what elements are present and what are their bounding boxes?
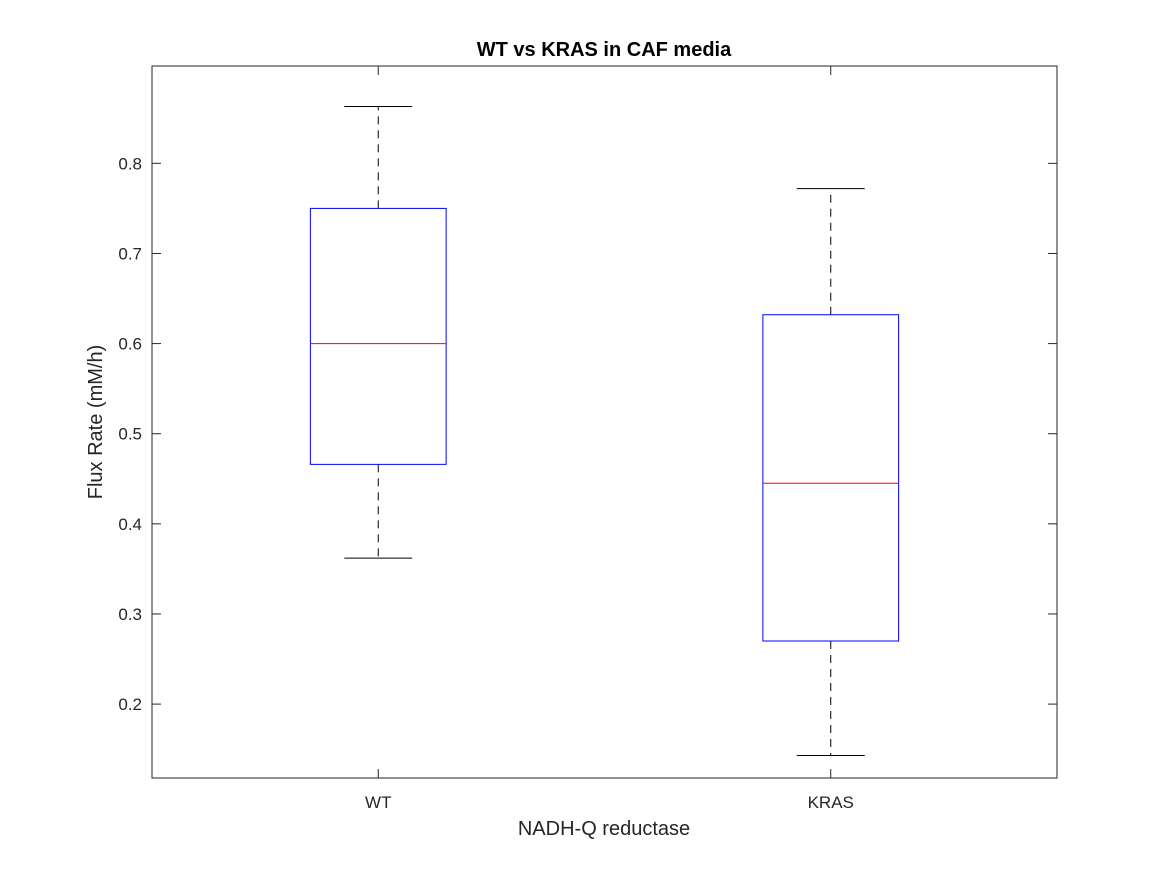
box-wt xyxy=(309,106,447,559)
iqr-box xyxy=(309,207,447,465)
x-tick-label: WT xyxy=(365,793,391,812)
y-axis-ticks: 0.2 0.3 0.4 0.5 0.6 0.7 0.8 xyxy=(118,154,1057,714)
x-tick-label: KRAS xyxy=(808,793,854,812)
y-tick-label: 0.6 xyxy=(118,335,142,354)
y-tick-label: 0.7 xyxy=(118,244,142,263)
plot-area xyxy=(151,65,1058,779)
iqr-box xyxy=(762,314,900,642)
y-tick-label: 0.2 xyxy=(118,695,142,714)
y-tick-label: 0.8 xyxy=(118,154,142,173)
y-tick-label: 0.3 xyxy=(118,605,142,624)
y-tick-label: 0.4 xyxy=(118,515,142,534)
x-axis-ticks: WT KRAS xyxy=(365,66,854,812)
chart-title: WT vs KRAS in CAF media xyxy=(477,39,732,61)
y-axis-label: Flux Rate (mM/h) xyxy=(85,345,107,499)
y-tick-label: 0.5 xyxy=(118,425,142,444)
box-series xyxy=(309,106,900,756)
x-axis-label: NADH-Q reductase xyxy=(518,818,690,840)
box-kras xyxy=(762,188,900,756)
